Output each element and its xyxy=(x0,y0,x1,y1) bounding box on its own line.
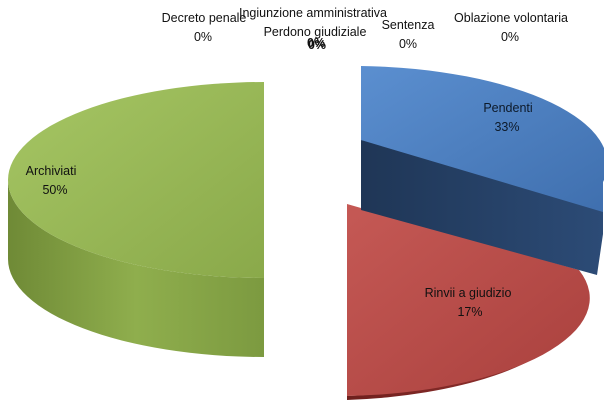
value-sentenza: 0% xyxy=(399,37,417,51)
label-sentenza: Sentenza xyxy=(382,18,435,32)
slice-pendenti-top xyxy=(361,66,604,212)
value-perdono: 0% xyxy=(307,36,325,50)
slice-rinvii-top xyxy=(347,204,590,396)
value-rinvii: 17% xyxy=(457,305,482,319)
slice-archiviati xyxy=(8,82,264,357)
value-decreto-penale: 0% xyxy=(194,30,212,44)
label-perdono: Perdono giudiziale xyxy=(264,25,367,39)
label-ingiunzione: Ingiunzione amministrativa xyxy=(239,6,387,20)
slice-rinvii xyxy=(347,204,590,400)
label-rinvii: Rinvii a giudizio xyxy=(425,286,512,300)
value-oblazione: 0% xyxy=(501,30,519,44)
value-ingiunzione: 0% xyxy=(308,38,326,52)
label-pendenti: Pendenti xyxy=(483,101,532,115)
label-archiviati: Archiviati xyxy=(26,164,77,178)
slice-archiviati-top xyxy=(8,82,264,278)
slice-pendenti xyxy=(361,66,604,275)
label-decreto-penale: Decreto penale xyxy=(162,11,247,25)
label-oblazione: Oblazione volontaria xyxy=(454,11,568,25)
value-pendenti: 33% xyxy=(494,120,519,134)
slice-labels: Pendenti 33% Rinvii a giudizio 17% Archi… xyxy=(26,6,568,319)
slice-archiviati-side xyxy=(8,180,264,357)
value-archiviati: 50% xyxy=(42,183,67,197)
